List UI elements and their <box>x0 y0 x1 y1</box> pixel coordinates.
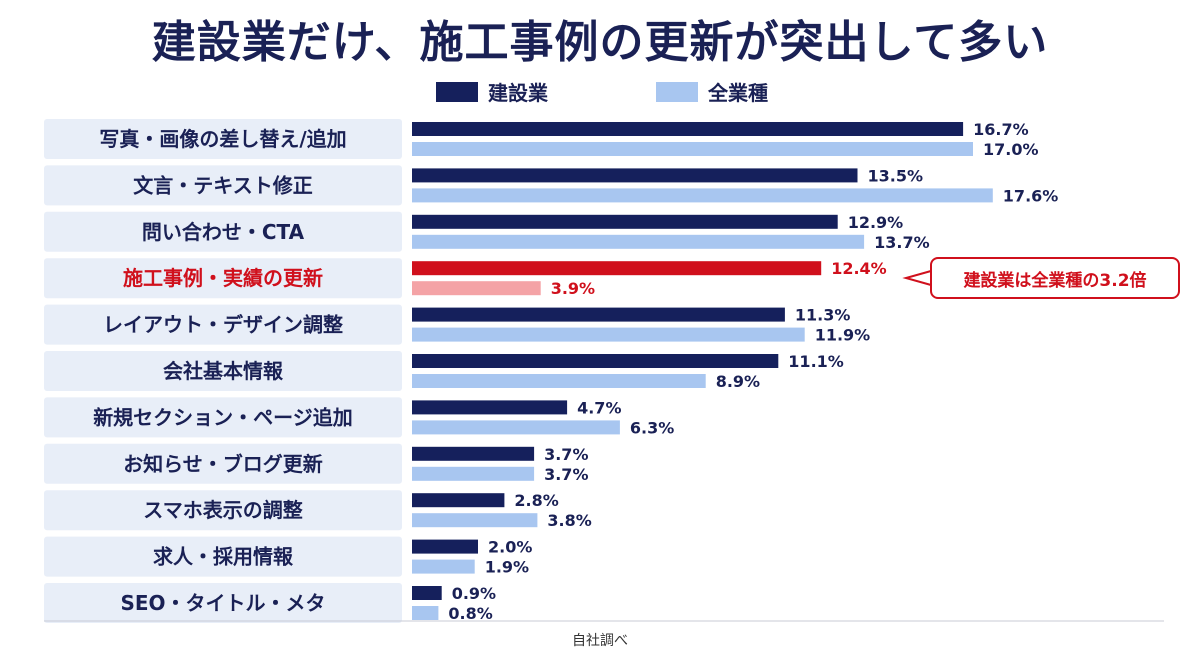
value-label-all: 3.7% <box>544 465 588 484</box>
value-label-all: 17.0% <box>983 140 1039 159</box>
legend-swatch-all <box>656 82 698 102</box>
value-label-all: 8.9% <box>716 372 760 391</box>
category-label: 会社基本情報 <box>163 359 284 383</box>
value-label-all: 1.9% <box>485 558 529 577</box>
category-label: 求人・採用情報 <box>153 545 294 569</box>
category-label: レイアウト・デザイン調整 <box>103 313 343 337</box>
bar-all <box>412 420 620 435</box>
bar-all <box>412 234 865 249</box>
category-label-bg <box>44 351 402 391</box>
bar-construction <box>412 493 505 508</box>
legend-label-construction: 建設業 <box>488 81 549 105</box>
value-label-construction: 12.4% <box>831 259 887 278</box>
value-label-all: 13.7% <box>874 233 930 252</box>
bar-construction <box>412 354 779 368</box>
category-label: SEO・タイトル・メタ <box>120 591 325 615</box>
value-label-all: 3.9% <box>551 279 595 298</box>
category-label-bg <box>44 583 402 623</box>
category-label: お知らせ・ブログ更新 <box>123 452 323 476</box>
bar-all <box>412 327 805 342</box>
value-label-all: 6.3% <box>630 418 674 437</box>
bar-all <box>412 281 541 296</box>
category-label-bg <box>44 397 402 438</box>
value-label-construction: 4.7% <box>577 398 621 417</box>
bar-all <box>412 188 993 203</box>
highlight-callout: 建設業は全業種の3.2倍 <box>930 257 1180 299</box>
value-label-construction: 16.7% <box>973 120 1029 139</box>
legend-label-all: 全業種 <box>707 81 768 105</box>
callout-pointer <box>902 270 932 286</box>
bar-construction <box>412 446 535 461</box>
category-label-bg <box>44 304 402 345</box>
category-label-bg <box>44 258 402 299</box>
bar-construction <box>412 122 964 136</box>
category-label: 新規セクション・ページ追加 <box>93 405 353 429</box>
value-label-construction: 12.9% <box>848 213 904 232</box>
bar-construction <box>412 214 838 229</box>
category-label-bg <box>44 443 402 484</box>
value-label-construction: 11.3% <box>795 306 851 325</box>
bar-all <box>412 559 475 574</box>
category-label: スマホ表示の調整 <box>143 498 302 522</box>
bar-all <box>412 466 535 481</box>
bar-all <box>412 606 439 620</box>
category-label: 施工事例・実績の更新 <box>123 266 323 290</box>
bar-all <box>412 142 973 156</box>
value-label-construction: 3.7% <box>544 445 588 464</box>
bar-all <box>412 374 706 388</box>
bar-construction <box>412 307 785 322</box>
value-label-all: 11.9% <box>815 326 871 345</box>
category-label-bg <box>44 211 402 252</box>
bar-construction <box>412 539 478 554</box>
category-label-bg <box>44 119 402 159</box>
value-label-construction: 11.1% <box>788 352 844 371</box>
legend-swatch-construction <box>436 82 478 102</box>
category-label: 問い合わせ・CTA <box>142 220 305 244</box>
value-label-all: 17.6% <box>1003 186 1059 205</box>
value-label-construction: 2.8% <box>514 491 558 510</box>
callout-text: 建設業は全業種の3.2倍 <box>963 270 1147 291</box>
value-label-construction: 2.0% <box>488 538 532 557</box>
bar-construction <box>412 261 822 276</box>
bar-construction <box>412 168 858 183</box>
value-label-all: 0.8% <box>448 604 492 623</box>
value-label-all: 3.8% <box>547 511 591 530</box>
value-label-construction: 13.5% <box>868 166 924 185</box>
source-note: 自社調べ <box>572 633 628 649</box>
bar-construction <box>412 586 442 600</box>
value-label-construction: 0.9% <box>452 584 496 603</box>
bar-all <box>412 513 538 528</box>
bar-construction <box>412 400 568 415</box>
category-label-bg <box>44 490 402 531</box>
category-label: 文言・テキスト修正 <box>133 173 312 197</box>
category-label: 写真・画像の差し替え/追加 <box>99 127 346 151</box>
category-label-bg <box>44 536 402 577</box>
chart-title: 建設業だけ、施工事例の更新が突出して多い <box>151 17 1049 68</box>
category-label-bg <box>44 165 402 206</box>
